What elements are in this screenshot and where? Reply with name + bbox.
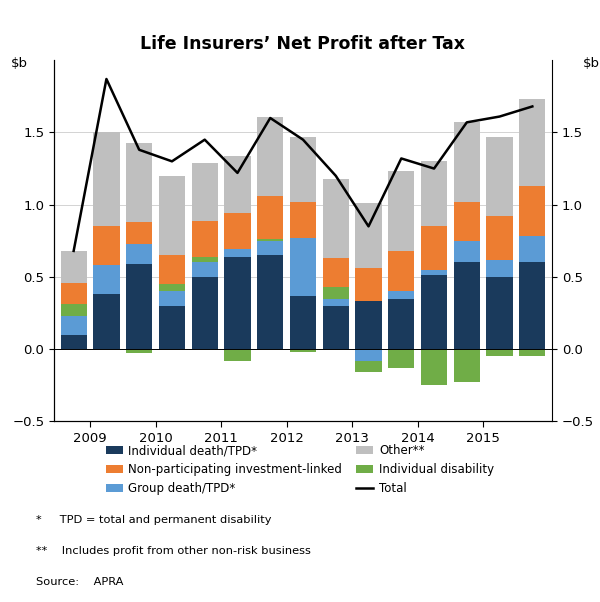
Bar (61, 305, 87, 316)
Bar (257, 117, 283, 196)
Bar (126, 143, 152, 222)
Bar (454, 122, 480, 202)
Bar (323, 299, 349, 306)
Bar (388, 172, 415, 251)
Text: **    Includes profit from other non-risk business: ** Includes profit from other non-risk b… (36, 546, 311, 556)
Bar (487, 277, 512, 349)
Text: Source:    APRA: Source: APRA (36, 577, 124, 587)
Bar (487, 349, 512, 356)
Bar (94, 294, 119, 349)
Bar (421, 349, 447, 385)
Bar (519, 186, 545, 237)
Bar (94, 226, 119, 265)
Bar (224, 256, 251, 349)
Bar (290, 349, 316, 352)
Bar (323, 179, 349, 258)
Bar (487, 137, 512, 216)
Bar (323, 287, 349, 299)
Bar (355, 203, 382, 268)
Bar (421, 276, 447, 349)
Bar (257, 255, 283, 349)
Bar (355, 361, 382, 372)
Bar (290, 238, 316, 296)
Bar (224, 249, 251, 256)
Bar (191, 163, 218, 220)
Bar (290, 137, 316, 202)
Bar (388, 291, 415, 299)
Bar (126, 264, 152, 349)
Bar (454, 241, 480, 262)
Bar (454, 262, 480, 349)
Bar (388, 251, 415, 291)
Bar (126, 222, 152, 244)
Bar (159, 306, 185, 349)
Bar (159, 284, 185, 291)
Bar (224, 213, 251, 249)
Bar (487, 259, 512, 277)
Bar (355, 349, 382, 361)
Bar (224, 349, 251, 361)
Bar (421, 161, 447, 226)
Bar (191, 262, 218, 277)
Bar (290, 202, 316, 238)
Bar (487, 216, 512, 259)
Bar (454, 349, 480, 382)
Bar (61, 283, 87, 305)
Bar (126, 244, 152, 264)
Bar (323, 306, 349, 349)
Bar (191, 256, 218, 262)
Bar (159, 255, 185, 284)
Bar (388, 349, 415, 368)
Y-axis label: $b: $b (11, 57, 28, 70)
Bar (355, 268, 382, 302)
Bar (421, 270, 447, 276)
Bar (519, 349, 545, 356)
Bar (519, 99, 545, 186)
Bar (519, 237, 545, 262)
Title: Life Insurers’ Net Profit after Tax: Life Insurers’ Net Profit after Tax (140, 35, 466, 53)
Bar (159, 176, 185, 255)
Bar (94, 265, 119, 294)
Bar (257, 241, 283, 255)
Text: *     TPD = total and permanent disability: * TPD = total and permanent disability (36, 515, 271, 525)
Bar (355, 302, 382, 349)
Bar (454, 202, 480, 241)
Bar (94, 132, 119, 226)
Bar (290, 296, 316, 349)
Bar (61, 335, 87, 349)
Bar (126, 349, 152, 353)
Bar (61, 251, 87, 283)
Y-axis label: $b: $b (583, 57, 600, 70)
Bar (388, 299, 415, 349)
Bar (519, 262, 545, 349)
Bar (257, 240, 283, 241)
Bar (323, 258, 349, 287)
Bar (191, 277, 218, 349)
Bar (61, 316, 87, 335)
Legend: Individual death/TPD*, Non-participating investment-linked, Group death/TPD*, Ot: Individual death/TPD*, Non-participating… (106, 444, 494, 495)
Bar (159, 291, 185, 306)
Bar (421, 226, 447, 270)
Bar (257, 196, 283, 240)
Bar (224, 155, 251, 213)
Bar (191, 220, 218, 256)
